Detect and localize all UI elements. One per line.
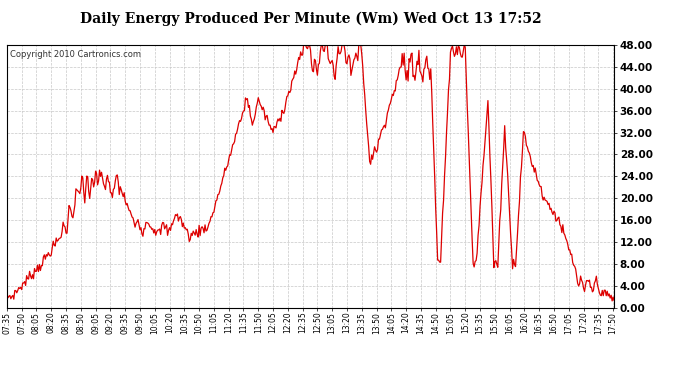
- Text: Daily Energy Produced Per Minute (Wm) Wed Oct 13 17:52: Daily Energy Produced Per Minute (Wm) We…: [79, 11, 542, 26]
- Text: Copyright 2010 Cartronics.com: Copyright 2010 Cartronics.com: [10, 50, 141, 59]
